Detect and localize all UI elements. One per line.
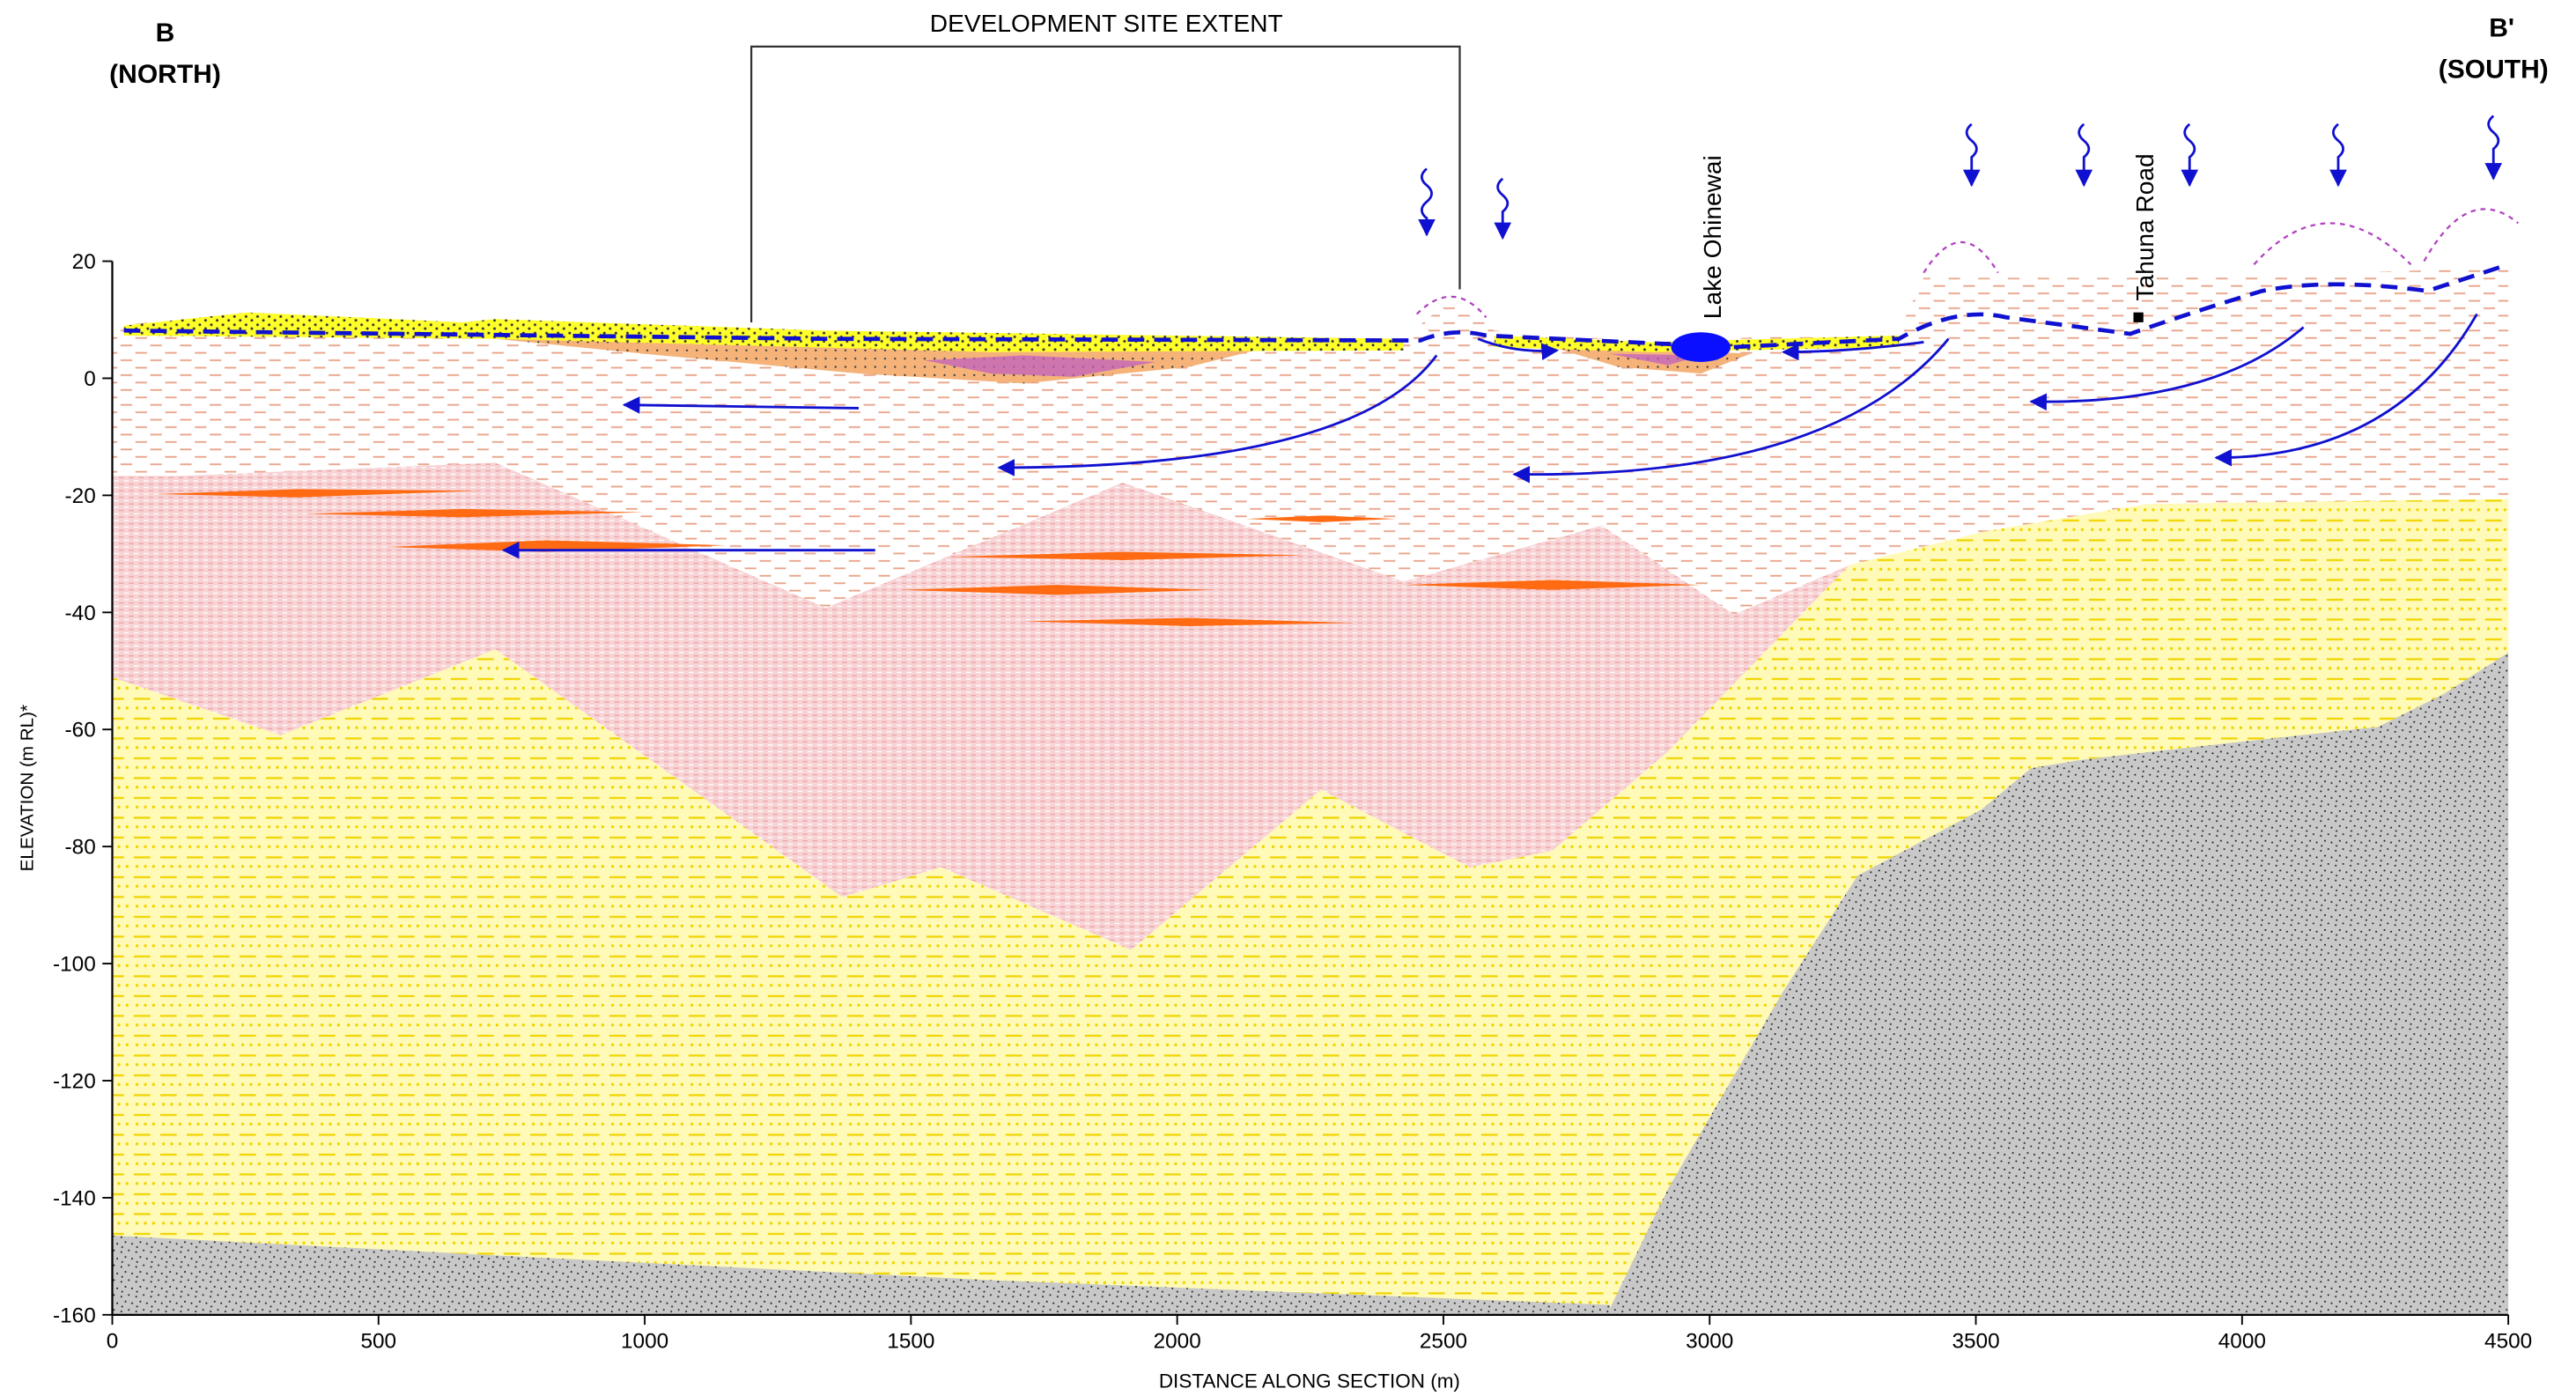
road-marker (2134, 313, 2144, 322)
cross-section: B (NORTH) B' (SOUTH) DEVELOPMENT SITE EX… (0, 0, 2576, 1396)
x-tick-label: 3500 (1952, 1329, 1999, 1353)
site-bracket (751, 47, 1459, 322)
section-end-direction: (SOUTH) (2439, 55, 2549, 84)
lake-label: Lake Ohinewai (1699, 155, 1726, 319)
y-tick-label: 0 (84, 367, 96, 391)
section-start-direction: (NORTH) (109, 60, 221, 89)
y-tick-label: -160 (53, 1304, 96, 1327)
x-tick-label: 1500 (887, 1329, 934, 1353)
x-axis-label: DISTANCE ALONG SECTION (m) (1159, 1370, 1460, 1392)
y-tick-label: -100 (53, 953, 96, 977)
road-label: Tahuna Road (2131, 153, 2159, 300)
geology (113, 209, 2519, 1314)
y-tick-label: -120 (53, 1069, 96, 1093)
labels: B (NORTH) B' (SOUTH) DEVELOPMENT SITE EX… (109, 10, 2549, 319)
x-tick-label: 500 (360, 1329, 396, 1353)
x-tick-label: 2000 (1154, 1329, 1201, 1353)
site-extent-label: DEVELOPMENT SITE EXTENT (930, 10, 1283, 37)
y-tick-label: -80 (65, 836, 96, 860)
y-tick-label: -40 (65, 602, 96, 625)
x-tick-label: 1000 (621, 1329, 668, 1353)
section-end: B' (2489, 14, 2514, 43)
rain (1421, 116, 2498, 239)
x-tick-label: 4000 (2218, 1329, 2266, 1353)
y-axis-label: ELEVATION (m RL)* (18, 705, 38, 871)
y-tick-label: -20 (65, 484, 96, 508)
y-tick-label: 20 (72, 250, 96, 274)
x-tick-label: 2500 (1420, 1329, 1467, 1353)
y-tick-label: -140 (53, 1186, 96, 1210)
lake (1672, 332, 1731, 362)
x-tick-label: 0 (107, 1329, 119, 1353)
section-start: B (156, 18, 175, 48)
x-tick-label: 4500 (2484, 1329, 2532, 1353)
y-tick-label: -60 (65, 719, 96, 742)
x-tick-label: 3000 (1686, 1329, 1733, 1353)
